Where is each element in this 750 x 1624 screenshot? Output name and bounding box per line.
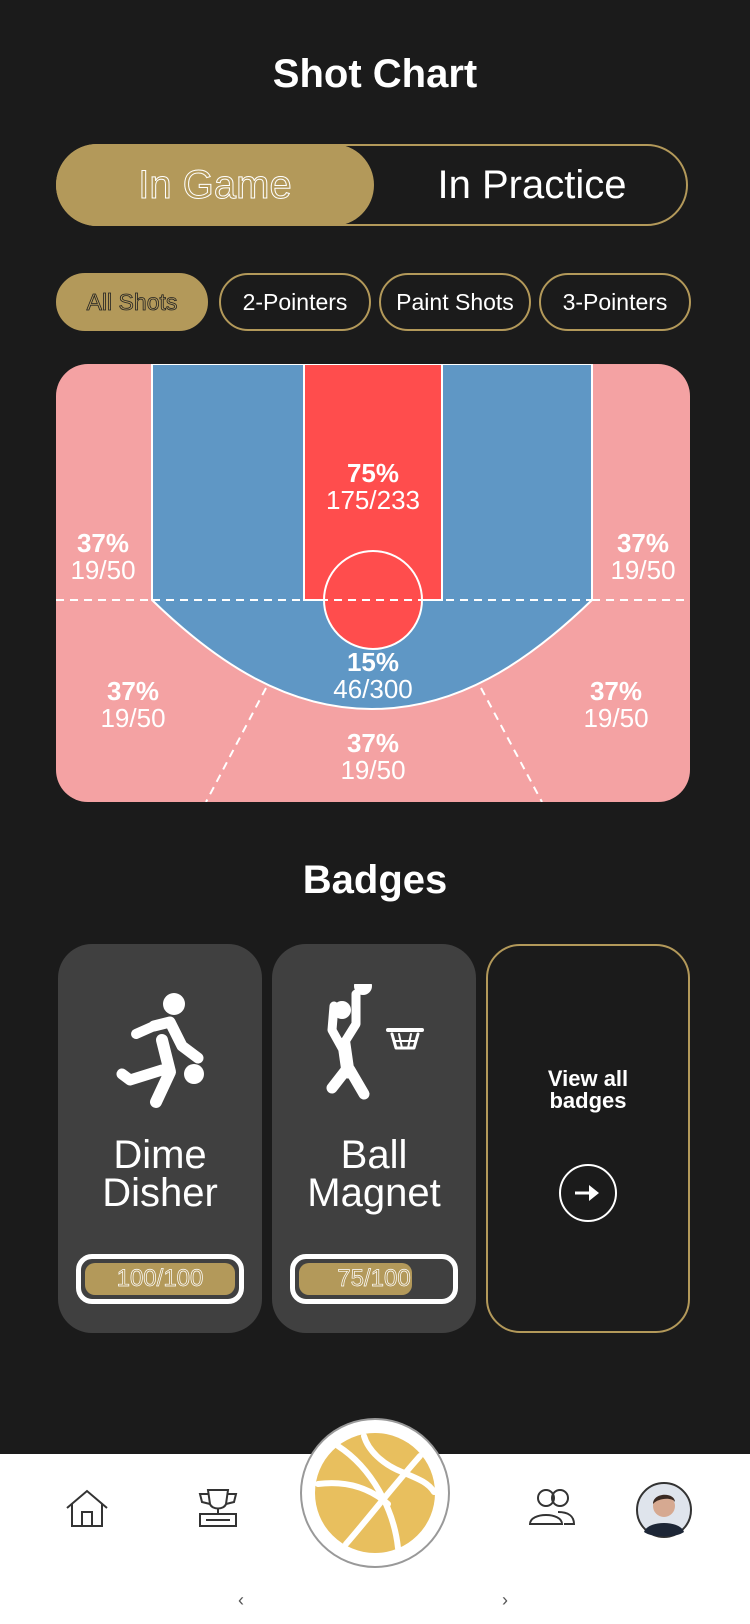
- badge-name-line1: Ball: [340, 1133, 408, 1177]
- badges-title: Badges: [302, 858, 448, 902]
- filter-3-pointers[interactable]: 3-Pointers: [539, 273, 691, 331]
- arrow-right-icon[interactable]: [559, 1164, 617, 1222]
- top-key-pct: 37%: [346, 728, 400, 758]
- right-wing-count: 19/50: [583, 703, 649, 733]
- badge-progress-fill: [299, 1263, 412, 1295]
- right-wing-pct: 37%: [589, 676, 643, 706]
- trophy-icon[interactable]: [194, 1486, 242, 1535]
- game-practice-toggle: In Game In Practice: [56, 144, 688, 226]
- filter-paint-shots[interactable]: Paint Shots: [379, 273, 531, 331]
- left-corner-zone-label: 37% 19/50: [70, 530, 135, 583]
- right-wing-zone-label: 37% 19/50: [583, 678, 648, 731]
- badge-name-dime-disher: Dime Disher: [58, 1133, 262, 1215]
- paint-pct: 75%: [346, 458, 400, 488]
- right-corner-zone-label: 37% 19/50: [610, 530, 675, 583]
- filter-2-pointers[interactable]: 2-Pointers: [219, 273, 371, 331]
- mid-range-count: 46/300: [333, 674, 413, 704]
- badge-name-line2: Magnet: [307, 1171, 441, 1215]
- mid-range-pct: 15%: [346, 647, 400, 677]
- shot-chart-title: Shot Chart: [272, 52, 478, 96]
- basketball-button[interactable]: [300, 1418, 450, 1568]
- nav-next-arrow[interactable]: ›: [502, 1590, 508, 1610]
- friends-icon[interactable]: [528, 1486, 576, 1531]
- view-all-line2: badges: [549, 1088, 627, 1113]
- top-key-zone-label: 37% 19/50: [340, 730, 405, 783]
- paint-count: 175/233: [326, 485, 420, 515]
- badge-progress-bar: 100/100: [76, 1254, 244, 1304]
- right-corner-pct: 37%: [616, 528, 670, 558]
- rebounding-player-icon: [272, 977, 476, 1124]
- filter-all-shots[interactable]: All Shots: [56, 273, 208, 331]
- left-corner-pct: 37%: [76, 528, 130, 558]
- mid-range-zone-label: 15% 46/300: [333, 649, 413, 702]
- top-key-count: 19/50: [340, 755, 406, 785]
- badge-card-dime-disher[interactable]: Dime Disher 100/100: [58, 944, 262, 1333]
- basketball-icon: [315, 1433, 437, 1553]
- tab-in-game[interactable]: In Game: [56, 144, 374, 226]
- badge-progress-fill: [85, 1263, 235, 1295]
- badge-progress-bar: 75/100: [290, 1254, 458, 1304]
- badge-progress-text: 75/100: [337, 1265, 411, 1293]
- view-all-line1: View all: [547, 1066, 629, 1091]
- badge-card-ball-magnet[interactable]: Ball Magnet 75/100: [272, 944, 476, 1333]
- nav-prev-arrow[interactable]: ‹: [238, 1590, 244, 1610]
- paint-zone-label: 75% 175/233: [326, 460, 420, 513]
- left-corner-count: 19/50: [70, 555, 136, 585]
- right-corner-count: 19/50: [610, 555, 676, 585]
- dribbling-player-icon: [58, 984, 262, 1124]
- court-drawing: [56, 364, 690, 802]
- left-wing-count: 19/50: [100, 703, 166, 733]
- home-icon[interactable]: [64, 1488, 110, 1533]
- badge-name-line1: Dime: [113, 1133, 207, 1177]
- profile-avatar[interactable]: [636, 1482, 692, 1543]
- left-wing-zone-label: 37% 19/50: [100, 678, 165, 731]
- badge-progress-text: 100/100: [116, 1265, 204, 1293]
- shot-chart-court: 75% 175/233 15% 46/300 37% 19/50 37% 19/…: [56, 364, 690, 802]
- tab-in-practice[interactable]: In Practice: [437, 162, 627, 207]
- badge-name-ball-magnet: Ball Magnet: [272, 1133, 476, 1215]
- view-all-label: View all badges: [488, 1068, 688, 1112]
- left-wing-pct: 37%: [106, 676, 160, 706]
- view-all-badges-card[interactable]: View all badges: [486, 944, 690, 1333]
- badge-name-line2: Disher: [102, 1171, 218, 1215]
